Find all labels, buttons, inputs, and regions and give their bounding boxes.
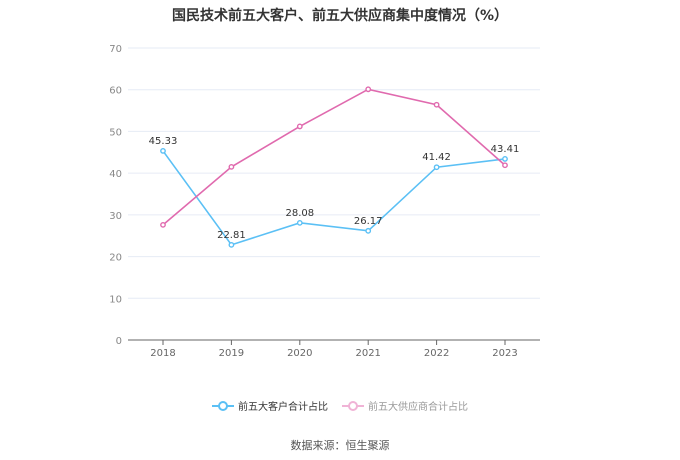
data-point [502,156,508,162]
data-point [160,221,166,228]
chart-title: 国民技术前五大客户、前五大供应商集中度情况（%） [171,8,509,24]
x-tick-label: 2018 [150,348,175,359]
x-tick-label: 2023 [492,348,517,359]
data-point [228,163,235,170]
data-point [296,123,303,130]
y-tick-label: 20 [109,253,122,264]
y-tick-label: 70 [109,44,122,55]
y-tick-label: 10 [109,294,122,305]
data-point [433,101,440,108]
line-chart: 0 10 20 30 40 50 60 70 2018 2019 2020 2021 2022 2023 4… [109,44,540,359]
data-label: 45.33 [149,136,178,147]
data-point [502,162,508,169]
x-tick-label: 2022 [424,348,449,359]
data-label: 22.81 [217,230,246,241]
series-line [162,88,506,226]
legend: 前五大客户合计占比 前五大供应商合计占比 [0,398,680,413]
series-line [162,150,506,246]
x-tick-label: 2019 [219,348,244,359]
data-label: 28.08 [285,208,314,219]
y-tick-label: 60 [109,86,122,97]
legend-label: 前五大供应商合计占比 [368,402,468,413]
data-label: 41.42 [422,152,451,163]
y-tick-label: 50 [109,127,122,138]
data-point [365,227,372,234]
y-tick-label: 0 [116,336,122,347]
y-tick-label: 40 [109,169,122,180]
data-point [160,148,166,154]
data-label: 43.41 [491,144,520,155]
data-point [433,164,440,171]
x-tick-label: 2020 [287,348,312,359]
legend-item-suppliers[interactable]: 前五大供应商合计占比 [342,398,468,413]
data-source: 数据来源：恒生聚源 [290,439,390,452]
data-point [296,219,303,226]
data-label: 26.17 [354,216,383,227]
data-point [365,86,372,93]
x-tick-label: 2021 [355,348,380,359]
legend-item-customers[interactable]: 前五大客户合计占比 [212,398,328,413]
legend-label: 前五大客户合计占比 [238,402,328,413]
data-point [228,241,235,248]
y-tick-label: 30 [109,211,122,222]
